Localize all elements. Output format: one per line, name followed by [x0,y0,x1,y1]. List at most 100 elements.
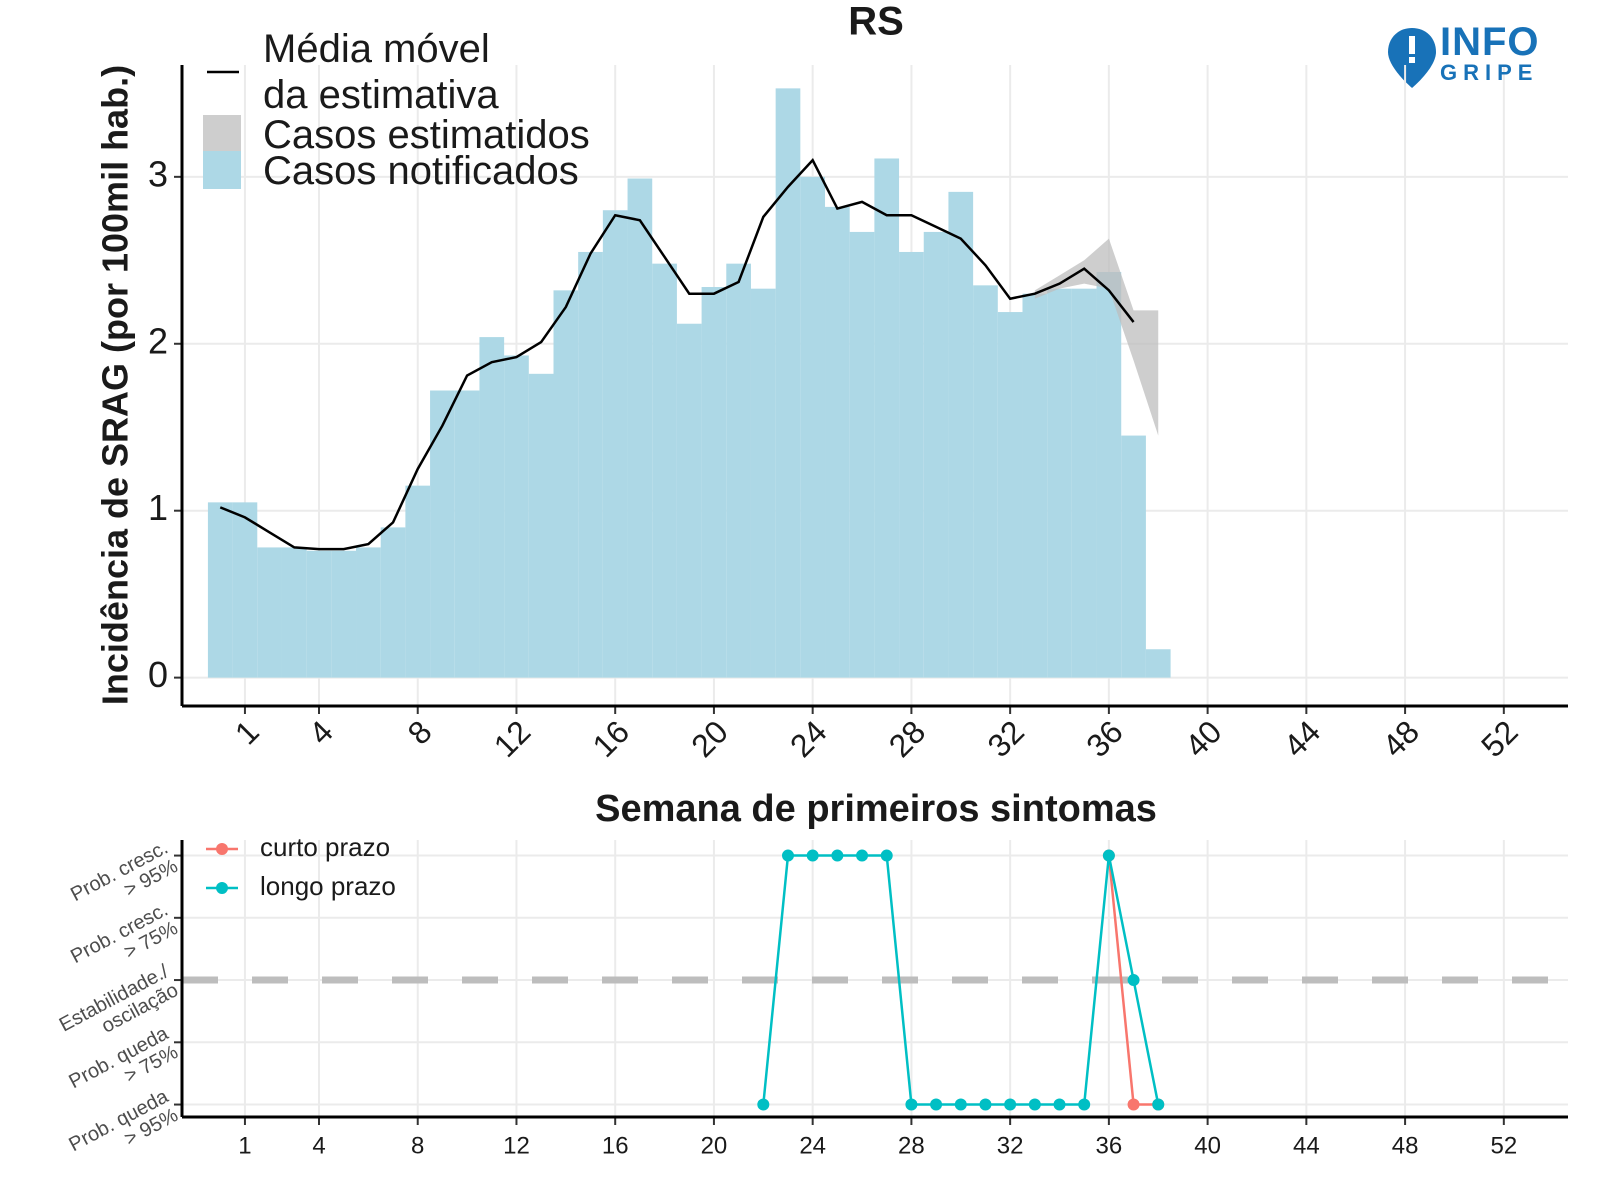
bar [973,285,998,678]
bar [750,288,776,678]
x-tick-label: 4 [312,1132,325,1159]
x-tick-label: 20 [701,1132,728,1159]
x-tick-label: 4 [302,713,340,751]
logo-text: GRIPE [1440,60,1539,85]
x-tick-label: 52 [1474,713,1525,764]
bar [948,191,974,678]
bar [1022,293,1048,678]
bar [281,547,307,678]
x-tick-label: 28 [882,713,933,764]
trend-point [1102,849,1115,862]
bar [504,355,529,678]
x-tick-label: 12 [503,1132,530,1159]
x-tick-label: 40 [1194,1132,1221,1159]
x-tick-label: 44 [1277,713,1328,764]
trend-point [757,1098,770,1111]
bar [1096,271,1122,678]
trend-point [856,849,869,862]
bar [306,550,332,678]
y-tick-label: 1 [148,487,168,528]
legend-label: Média móvel da estimativa [263,27,499,117]
trend-point [979,1098,992,1111]
trend-point [1028,1098,1041,1111]
x-axis-title: Semana de primeiros sintomas [595,788,1157,830]
y-tick-label: 3 [148,153,168,194]
x-tick-label: 36 [1096,1132,1123,1159]
y-axis-title: Incidência de SRAG (por 100mil hab.) [95,65,136,705]
bar [1145,649,1171,678]
legend-label: curto prazo [260,832,390,862]
bar [257,547,282,678]
x-tick-label: 28 [898,1132,925,1159]
bar [726,263,751,678]
bar [1121,435,1146,678]
bar [553,290,579,678]
bar [874,158,900,678]
x-tick-label: 44 [1293,1132,1320,1159]
bar [899,251,924,678]
x-tick-label: 8 [411,1132,424,1159]
bar [825,206,850,678]
bar [528,373,554,678]
logo-mark [1409,36,1415,54]
bar [1071,288,1097,678]
trend-point [806,849,819,862]
trend-point [1127,1098,1140,1111]
bar [331,550,357,678]
trend-point [1053,1098,1066,1111]
legend-key [203,151,241,189]
legend-key [216,882,228,894]
bar [997,312,1023,678]
bar [479,337,505,678]
x-tick-label: 16 [602,1132,629,1159]
trend-point [831,849,844,862]
x-tick-label: 1 [238,1132,251,1159]
chart-title: RS [848,0,904,44]
legend-key [216,843,228,855]
trend-point [1127,974,1140,987]
x-tick-label: 52 [1490,1132,1517,1159]
bar [602,210,628,678]
trend-point [1004,1098,1017,1111]
trend-point [905,1098,918,1111]
x-tick-label: 40 [1178,713,1229,764]
bar [849,231,875,678]
legend-label: Casos notificados [263,149,579,193]
x-tick-label: 24 [799,1132,826,1159]
bar [923,231,949,678]
bar [405,485,431,678]
x-tick-label: 20 [684,713,735,764]
bar [380,527,406,678]
bar [207,502,233,678]
trend-point [930,1098,943,1111]
logo-mark [1409,57,1415,63]
moving-average-line [219,157,1135,551]
x-tick-label: 36 [1079,713,1130,764]
y-tick-label: 2 [148,320,168,361]
x-tick-label: 8 [401,713,439,751]
trend-point [781,849,794,862]
bar [800,176,826,678]
x-tick-label: 32 [980,713,1031,764]
x-tick-label: 12 [487,713,538,764]
logo-text: INFO [1440,20,1540,64]
trend-point [880,849,893,862]
bar [1047,288,1072,678]
x-tick-label: 48 [1392,1132,1419,1159]
y-tick-label: 0 [148,654,168,695]
legend-label: longo prazo [260,871,396,901]
bar [430,390,455,678]
trend-point [1152,1098,1165,1111]
legend-label: Casos estimatidos [263,113,590,157]
bar [454,390,480,678]
bar [232,502,258,678]
x-tick-label: 48 [1375,713,1426,764]
trend-point [954,1098,967,1111]
bar [701,287,727,678]
legend-key [203,115,241,153]
bar [676,323,702,678]
x-tick-label: 24 [783,713,834,764]
trend-point [1078,1098,1091,1111]
